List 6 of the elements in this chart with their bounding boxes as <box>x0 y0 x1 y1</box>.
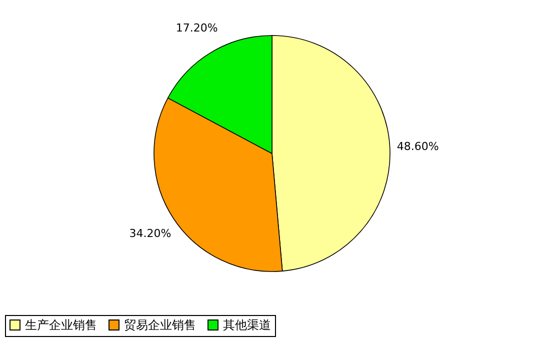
legend-label: 其他渠道 <box>223 318 271 332</box>
data-label: 34.20% <box>129 227 172 240</box>
legend-label: 贸易企业销售 <box>124 318 196 332</box>
legend-label: 生产企业销售 <box>25 318 97 332</box>
data-label: 48.60% <box>396 140 439 154</box>
data-label: 17.20% <box>176 21 218 34</box>
